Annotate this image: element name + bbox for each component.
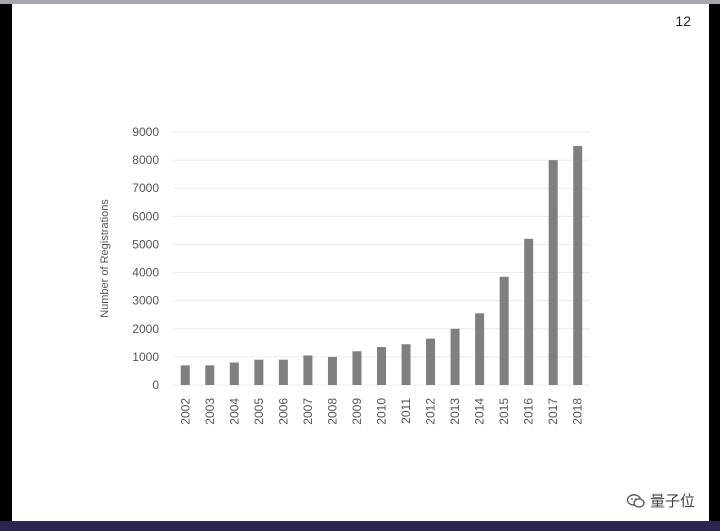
x-tick-label: 2002 <box>178 398 192 425</box>
y-tick-label: 1000 <box>132 350 159 364</box>
bar-2002 <box>180 365 190 385</box>
x-axis-ticks: 2002 2003 2004 2005 2006 2007 2008 2009 2010 2011… <box>178 398 584 425</box>
x-tick-label: 2013 <box>448 398 462 425</box>
page-number: 12 <box>675 13 691 29</box>
top-border <box>0 0 720 4</box>
y-axis-ticks: 0 1000 2000 3000 4000 5000 6000 7000 8000 9000 <box>132 125 159 392</box>
y-tick-label: 5000 <box>132 237 159 251</box>
bar-2004 <box>229 362 239 385</box>
bar-2003 <box>205 365 215 385</box>
wechat-icon <box>626 493 645 508</box>
bars <box>180 146 583 385</box>
x-tick-label: 2005 <box>252 398 266 425</box>
slide: 12 0 1000 2000 3000 4000 5000 6000 7000 8000 9000… <box>12 4 709 521</box>
bar-2016 <box>524 238 534 385</box>
y-axis-title: Number of Registrations <box>99 199 111 318</box>
x-tick-label: 2016 <box>522 398 536 425</box>
x-tick-label: 2012 <box>424 398 438 425</box>
x-tick-label: 2018 <box>571 398 585 425</box>
x-tick-label: 2009 <box>350 398 364 425</box>
bar-2007 <box>303 355 313 385</box>
bar-chart: 0 1000 2000 3000 4000 5000 6000 7000 8000 9000 20… <box>99 125 590 425</box>
x-tick-label: 2010 <box>375 398 389 425</box>
y-tick-label: 8000 <box>132 153 159 167</box>
bar-2011 <box>401 344 411 385</box>
x-tick-label: 2017 <box>546 398 560 425</box>
y-tick-label: 4000 <box>132 266 159 280</box>
watermark-text: 量子位 <box>649 492 695 510</box>
bar-2017 <box>548 160 558 385</box>
bar-2013 <box>450 328 460 385</box>
bar-2012 <box>426 338 436 385</box>
y-tick-label: 2000 <box>132 322 159 336</box>
bar-2014 <box>475 313 485 385</box>
y-tick-label: 3000 <box>132 294 159 308</box>
x-tick-label: 2003 <box>203 398 217 425</box>
x-tick-label: 2008 <box>325 398 339 425</box>
bar-2006 <box>278 359 288 385</box>
x-tick-label: 2015 <box>497 398 511 425</box>
bar-2018 <box>573 146 583 385</box>
y-tick-label: 0 <box>152 378 159 392</box>
bar-2008 <box>327 356 337 385</box>
y-tick-label: 9000 <box>132 125 159 139</box>
watermark: 量子位 <box>626 490 695 511</box>
bar-2009 <box>352 351 362 385</box>
bar-2015 <box>499 276 509 385</box>
bar-2005 <box>254 359 264 385</box>
x-tick-label: 2004 <box>227 398 241 425</box>
x-tick-label: 2014 <box>473 398 487 425</box>
y-tick-label: 6000 <box>132 209 159 223</box>
bar-2010 <box>377 347 386 385</box>
x-tick-label: 2006 <box>276 398 290 425</box>
bottom-border <box>0 521 720 531</box>
x-tick-label: 2007 <box>301 398 315 425</box>
y-tick-label: 7000 <box>132 181 159 195</box>
x-tick-label: 2011 <box>399 398 413 424</box>
gridlines <box>173 131 590 386</box>
